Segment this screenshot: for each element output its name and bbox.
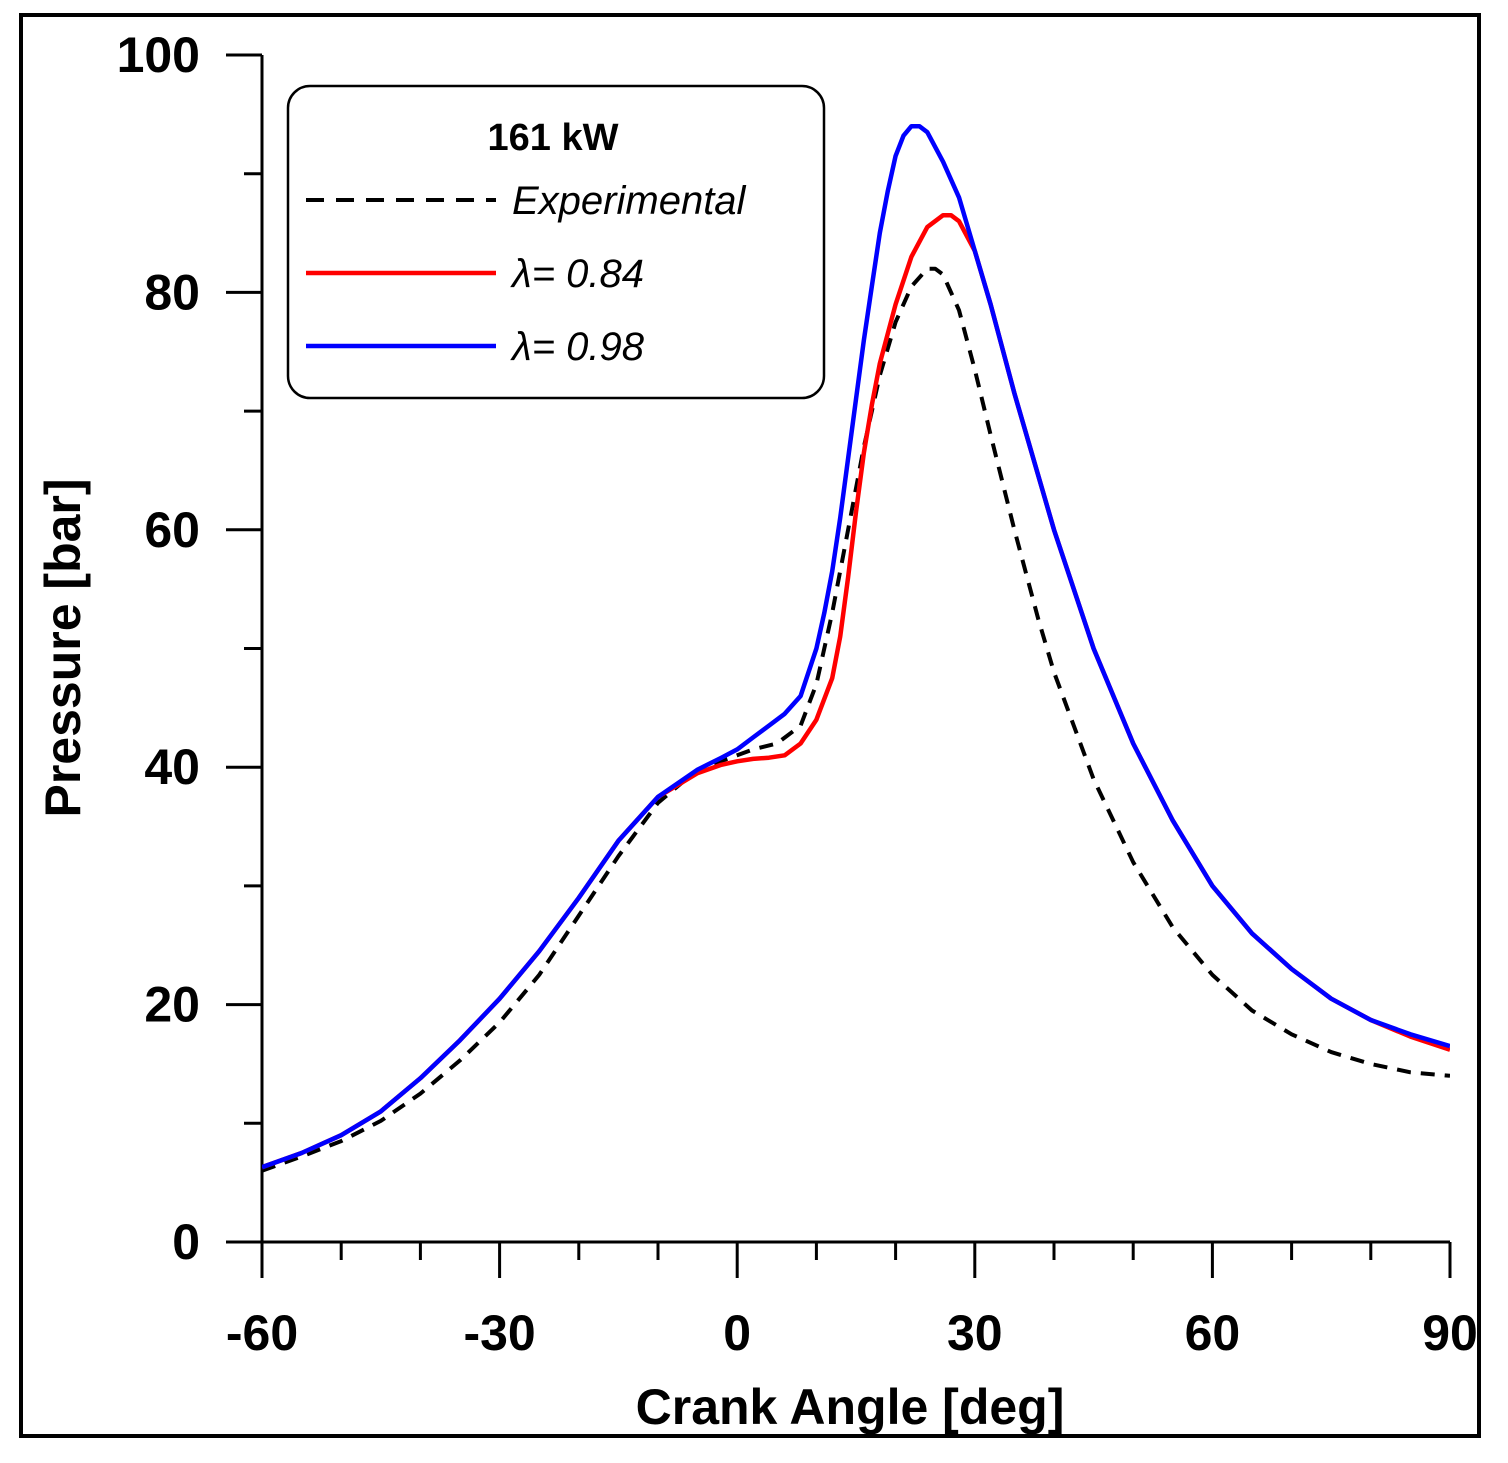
figure-frame xyxy=(19,13,1481,1438)
y-tick-label: 60 xyxy=(144,502,200,558)
y-axis-title: Pressure [bar] xyxy=(35,478,91,817)
legend-label-lambda-0.84: λ= 0.84 xyxy=(510,252,644,296)
x-tick-label: 30 xyxy=(947,1305,1003,1361)
legend-label-Experimental: Experimental xyxy=(512,179,747,223)
x-tick-label: -60 xyxy=(226,1305,298,1361)
series-layer xyxy=(262,123,1450,1173)
y-tick-label: 40 xyxy=(144,739,200,795)
x-tick-label: 60 xyxy=(1185,1305,1241,1361)
y-tick-label: 80 xyxy=(144,264,200,320)
series-line-Experimental xyxy=(262,266,1450,1173)
x-axis: -60 -30 0 30 60 90 xyxy=(226,1240,1478,1361)
x-tick-label: 0 xyxy=(723,1305,751,1361)
y-tick-label: 100 xyxy=(117,27,200,83)
x-axis-title: Crank Angle [deg] xyxy=(636,1379,1065,1435)
y-axis: 0 20 40 60 80 100 xyxy=(117,27,264,1270)
legend-label-lambda-0.98: λ= 0.98 xyxy=(510,325,645,369)
series-line-lambda-0.98 xyxy=(262,123,1450,1170)
x-tick-label: 90 xyxy=(1422,1305,1478,1361)
x-tick-label: -30 xyxy=(463,1305,535,1361)
legend: 161 kW Experimental λ= 0.84 λ= 0.98 xyxy=(286,84,826,400)
y-tick-label: 0 xyxy=(172,1214,200,1270)
legend-box xyxy=(286,84,826,400)
y-tick-label: 20 xyxy=(144,977,200,1033)
legend-title: 161 kW xyxy=(488,117,619,159)
